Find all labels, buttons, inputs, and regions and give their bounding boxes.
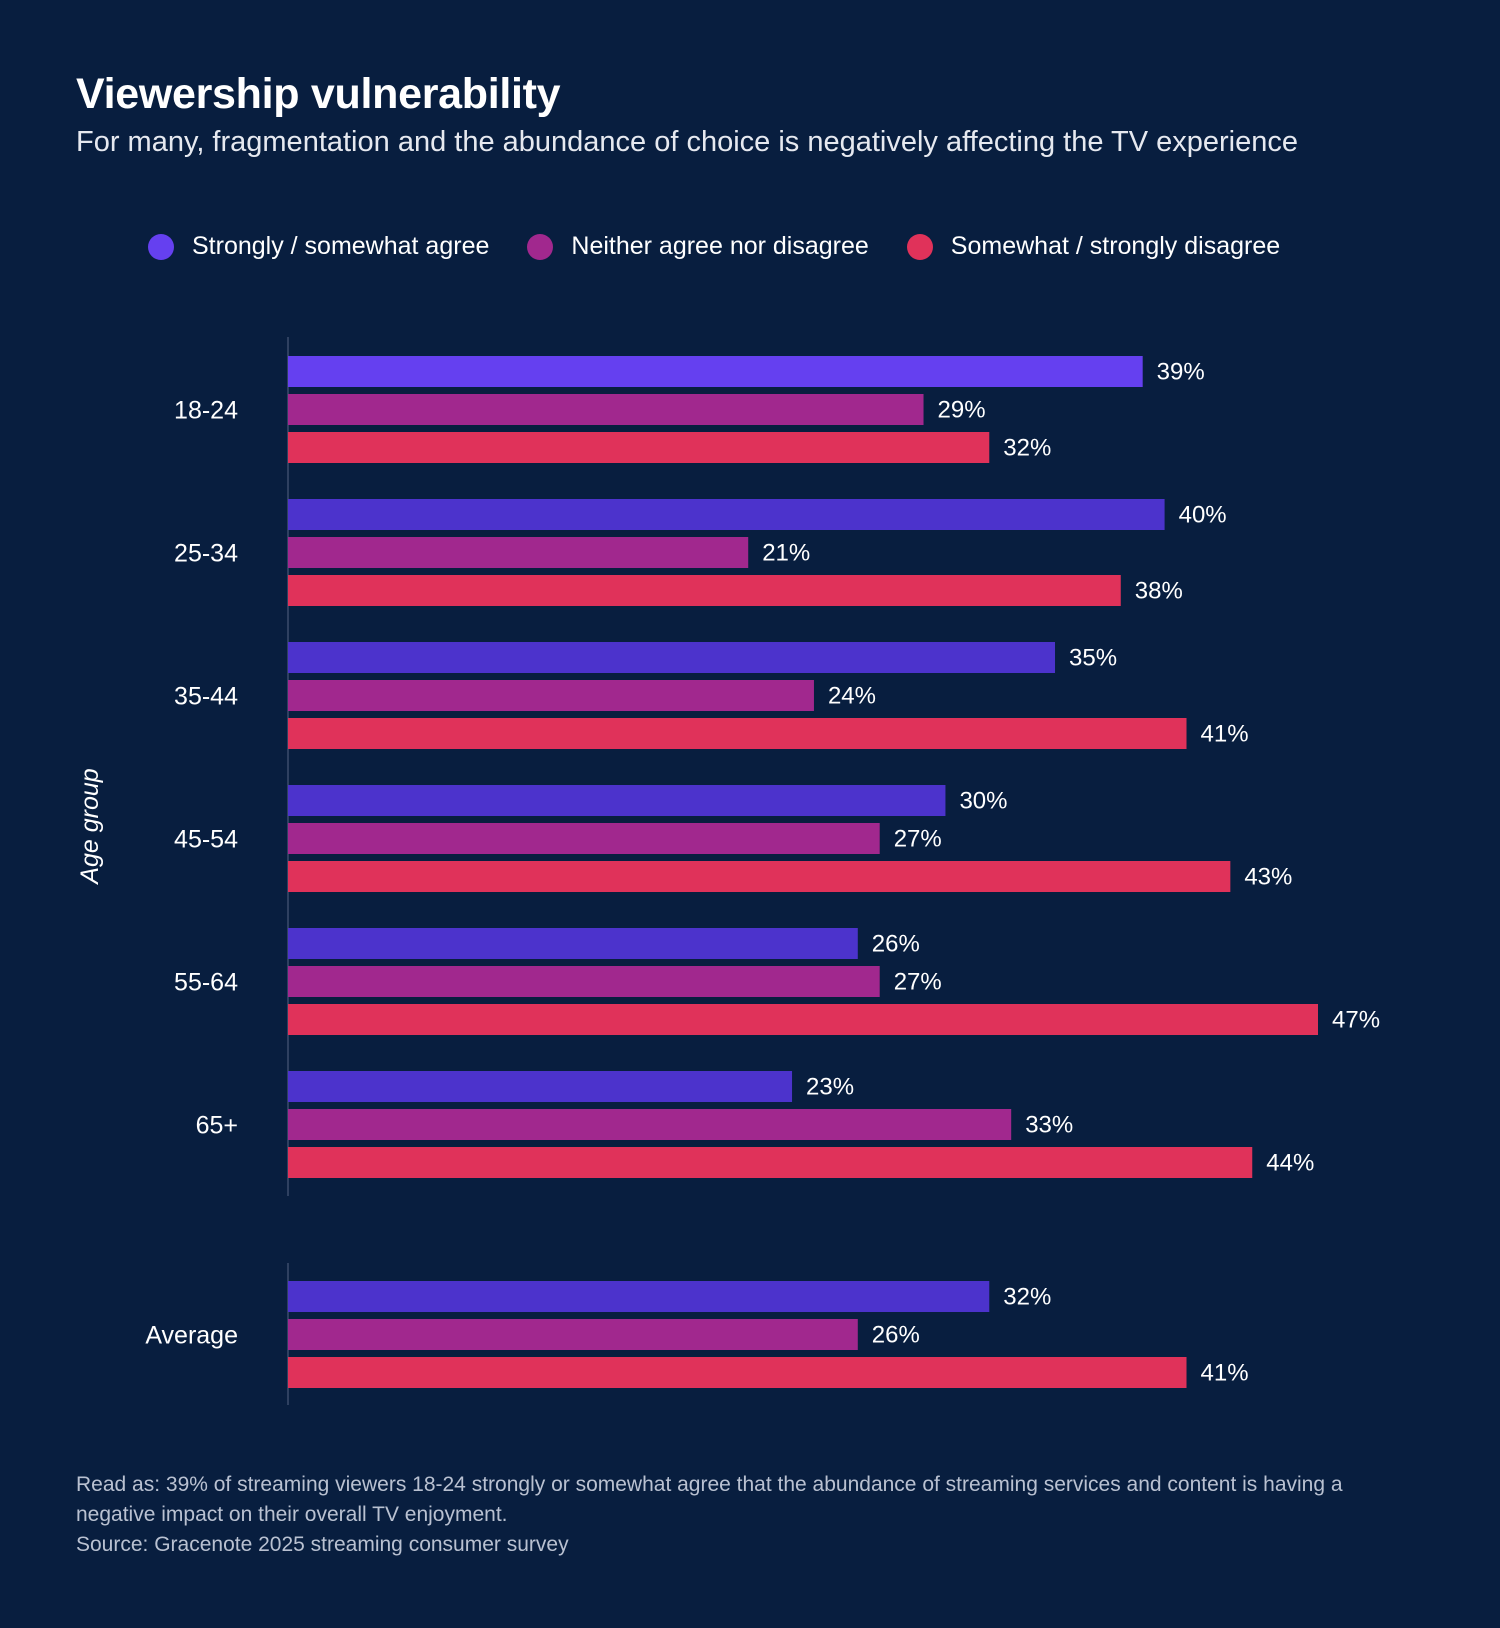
bar-chart: Age group 18-24 39% 29% 32% 25-34 40% 21% 38% 35-… bbox=[76, 337, 1380, 1405]
bar-value-label: 41% bbox=[1201, 1360, 1249, 1387]
bar bbox=[288, 575, 1121, 606]
legend-item-neither: Neither agree nor disagree bbox=[527, 232, 869, 261]
category-label: 18-24 bbox=[174, 397, 238, 425]
read-as-note: Read as: 39% of streaming viewers 18-24 … bbox=[76, 1473, 1343, 1526]
bar bbox=[288, 928, 858, 959]
bar-value-label: 32% bbox=[1003, 1284, 1051, 1311]
bar bbox=[288, 680, 814, 711]
legend-label-disagree: Somewhat / strongly disagree bbox=[950, 232, 1281, 260]
bar-value-label: 41% bbox=[1201, 721, 1249, 748]
legend-swatch-disagree bbox=[906, 233, 933, 260]
category-label: 45-54 bbox=[174, 826, 238, 854]
legend-swatch-neither bbox=[527, 233, 554, 260]
legend-swatch-agree bbox=[148, 233, 174, 260]
bar bbox=[288, 1147, 1253, 1178]
bar bbox=[288, 1357, 1187, 1388]
bar-value-label: 39% bbox=[1157, 359, 1205, 386]
bar-value-label: 29% bbox=[938, 397, 986, 424]
category-label: 35-44 bbox=[174, 683, 238, 711]
bar-value-label: 23% bbox=[806, 1074, 854, 1101]
bar bbox=[288, 1071, 793, 1102]
bar-value-label: 26% bbox=[872, 931, 920, 958]
bar-group-18-24: 18-24 39% 29% 32% bbox=[174, 356, 1205, 463]
bar-value-label: 40% bbox=[1179, 502, 1227, 529]
bar-group-55-64: 55-64 26% 27% 47% bbox=[174, 928, 1380, 1035]
y-axis-title: Age group bbox=[76, 768, 104, 885]
legend-item-agree: Strongly / somewhat agree bbox=[148, 232, 489, 261]
bar-value-label: 21% bbox=[762, 540, 810, 567]
bar-value-label: 30% bbox=[959, 788, 1007, 815]
category-label: 55-64 bbox=[174, 969, 238, 997]
bar-group-25-34: 25-34 40% 21% 38% bbox=[174, 499, 1227, 606]
bar bbox=[288, 718, 1187, 749]
bar-value-label: 35% bbox=[1069, 645, 1117, 672]
chart-legend: Strongly / somewhat agree Neither agree … bbox=[148, 232, 1318, 261]
bar-group-35-44: 35-44 35% 24% 41% bbox=[174, 642, 1249, 749]
bar-value-label: 32% bbox=[1003, 435, 1051, 462]
bar bbox=[288, 785, 946, 816]
bar-value-label: 38% bbox=[1135, 578, 1183, 605]
bar-group-45-54: 45-54 30% 27% 43% bbox=[174, 785, 1292, 892]
bar bbox=[288, 966, 880, 997]
bar bbox=[288, 356, 1143, 387]
bar bbox=[288, 394, 924, 425]
legend-label-agree: Strongly / somewhat agree bbox=[192, 232, 490, 260]
bar-value-label: 44% bbox=[1266, 1150, 1314, 1177]
footnote: Read as: 39% of streaming viewers 18-24 … bbox=[76, 1470, 1416, 1560]
bar-value-label: 47% bbox=[1332, 1007, 1380, 1034]
category-label: Average bbox=[145, 1322, 238, 1350]
bar-group-average: Average 32% 26% 41% bbox=[145, 1281, 1249, 1388]
bar-value-label: 27% bbox=[894, 969, 942, 996]
category-label: 65+ bbox=[196, 1112, 238, 1140]
bar bbox=[288, 1004, 1318, 1035]
chart-subtitle: For many, fragmentation and the abundanc… bbox=[76, 126, 1298, 158]
bar bbox=[288, 499, 1165, 530]
category-label: 25-34 bbox=[174, 540, 238, 568]
chart-title: Viewership vulnerability bbox=[76, 70, 561, 118]
legend-label-neither: Neither agree nor disagree bbox=[571, 232, 869, 260]
legend-item-disagree: Somewhat / strongly disagree bbox=[906, 232, 1281, 261]
bar-value-label: 33% bbox=[1025, 1112, 1073, 1139]
bar bbox=[288, 1319, 858, 1350]
bar bbox=[288, 861, 1231, 892]
bar bbox=[288, 642, 1056, 673]
bar bbox=[288, 1281, 990, 1312]
bar-group-65-: 65+ 23% 33% 44% bbox=[196, 1071, 1314, 1178]
bar-value-label: 43% bbox=[1244, 864, 1292, 891]
bar-value-label: 26% bbox=[872, 1322, 920, 1349]
source-note: Source: Gracenote 2025 streaming consume… bbox=[76, 1533, 569, 1556]
bar bbox=[288, 1109, 1012, 1140]
bar-value-label: 24% bbox=[828, 683, 876, 710]
bar bbox=[288, 432, 990, 463]
bar bbox=[288, 823, 880, 854]
bar-value-label: 27% bbox=[894, 826, 942, 853]
bar bbox=[288, 537, 749, 568]
